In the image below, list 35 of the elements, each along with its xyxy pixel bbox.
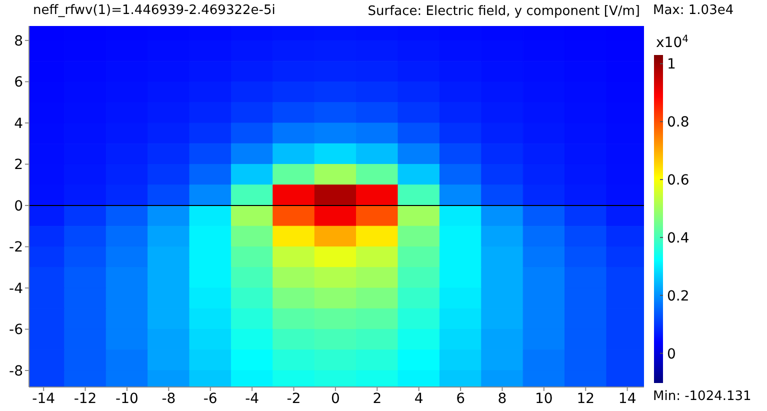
x-tick-label: 10 <box>535 390 553 407</box>
text: neff_rfwv(1)=1.446939-2.469322e-5i <box>33 3 276 18</box>
color-bar-label: 0 <box>667 346 676 362</box>
color-bar-title: x10$^{4}$ <box>656 34 688 51</box>
y-tick-label: 0 <box>14 198 23 214</box>
x-tick-label: -8 <box>162 390 176 407</box>
x-tick-label: 6 <box>456 390 466 407</box>
x-tick-label: 4 <box>414 390 424 407</box>
x-tick-label: 14 <box>618 390 636 407</box>
y-tick-label: 4 <box>14 116 24 132</box>
x-tick-label: -4 <box>245 390 260 407</box>
y-tick-label: 6 <box>14 74 24 91</box>
color-bar-label: 0.4 <box>667 230 690 246</box>
x-tick-label: 0 <box>330 390 340 407</box>
y-tick-label: 2 <box>14 157 23 174</box>
x-tick-label: 8 <box>498 390 507 407</box>
color-bar-label: 0.6 <box>667 172 690 189</box>
x-tick-label: -2 <box>286 390 301 407</box>
text: Max: 1.03e4 <box>653 3 734 18</box>
x-tick-label: -12 <box>74 390 97 407</box>
y-tick-label: -4 <box>9 280 24 297</box>
y-tick-label: -6 <box>9 322 24 338</box>
y-tick-label: -8 <box>9 363 23 380</box>
x-tick-label: -14 <box>32 390 56 407</box>
color-bar-label: 0.2 <box>667 288 690 304</box>
chart-title: Surface: Electric field, y component [V/m] <box>368 4 640 19</box>
y-tick-label: -2 <box>9 240 23 256</box>
color-bar-label: 1 <box>667 56 676 73</box>
x-tick-label: -6 <box>203 390 218 407</box>
color-bar-label: 0.8 <box>667 114 690 131</box>
text: Min: -1024.131 <box>653 389 752 404</box>
x-tick-label: 2 <box>372 390 382 407</box>
x-tick-label: 12 <box>576 390 595 407</box>
x-tick-label: -10 <box>116 390 138 407</box>
y-tick-label: 8 <box>14 33 23 50</box>
